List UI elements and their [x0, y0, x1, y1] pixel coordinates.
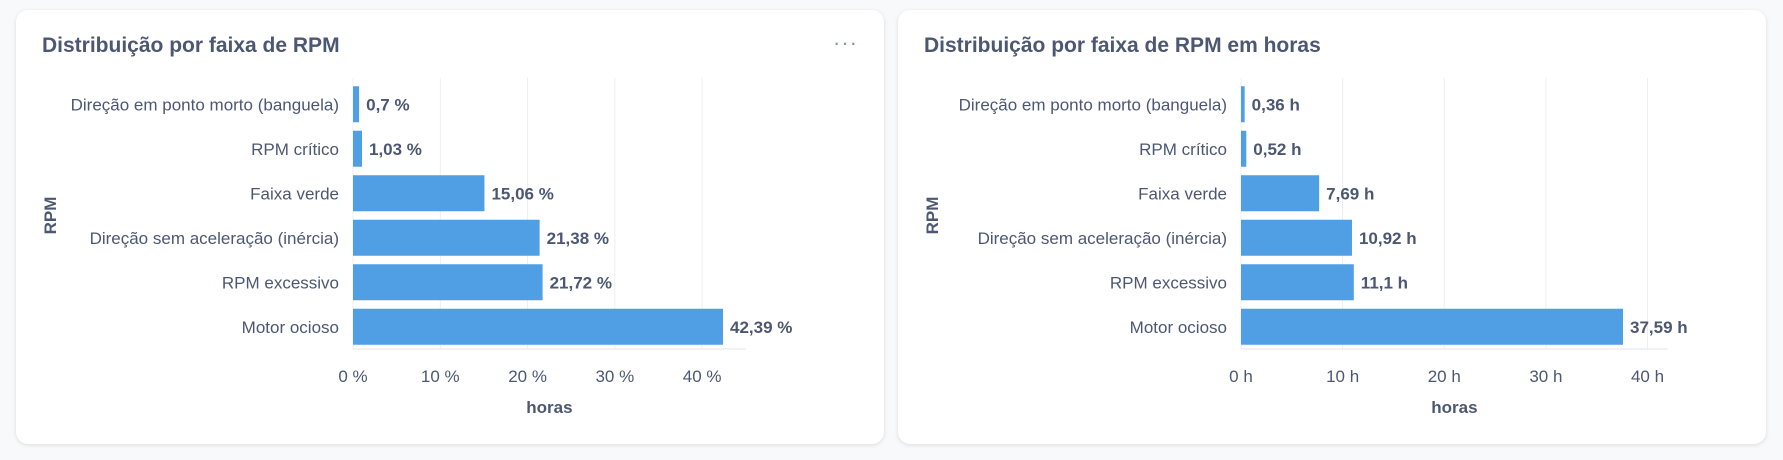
bar[interactable] — [1241, 308, 1623, 345]
data-label: 0,52 h — [1253, 140, 1301, 159]
bar[interactable] — [353, 219, 540, 256]
x-tick-label: 0 % — [338, 367, 367, 386]
chart-card-percent: Distribuição por faixa de RPM ··· 0 % 10 … — [16, 10, 884, 444]
bar[interactable] — [353, 264, 543, 301]
category-label: Direção sem aceleração (inércia) — [978, 229, 1227, 248]
bar-chart-hours: 0 h 10 h 20 h 30 h 40 h Direção em ponto mort… — [923, 78, 1688, 417]
category-label: Faixa verde — [250, 184, 339, 203]
data-label: 42,39 % — [730, 318, 792, 337]
y-axis-title: RPM — [923, 197, 942, 235]
category-label: RPM excessivo — [1110, 273, 1227, 292]
x-tick-label: 40 h — [1631, 367, 1664, 386]
card-title: Distribuição por faixa de RPM em horas — [924, 34, 1321, 57]
bar[interactable] — [353, 86, 360, 123]
data-label: 10,92 h — [1359, 229, 1417, 248]
chart-card-hours: Distribuição por faixa de RPM em horas 0… — [898, 10, 1766, 444]
bar[interactable] — [1241, 219, 1352, 256]
category-label: RPM crítico — [251, 140, 339, 159]
x-axis-title: horas — [1431, 398, 1477, 417]
bar[interactable] — [1241, 130, 1247, 167]
data-label: 0,36 h — [1252, 95, 1300, 114]
data-label: 11,1 h — [1361, 273, 1408, 292]
data-label: 37,59 h — [1630, 318, 1688, 337]
x-tick-label: 20 h — [1428, 367, 1461, 386]
data-label: 15,06 % — [491, 184, 553, 203]
bar[interactable] — [353, 130, 362, 167]
category-label: Faixa verde — [1138, 184, 1227, 203]
x-tick-label: 10 h — [1326, 367, 1359, 386]
category-label: RPM crítico — [1139, 140, 1227, 159]
x-tick-label: 30 h — [1529, 367, 1562, 386]
x-axis-title: horas — [526, 398, 572, 417]
ellipsis-icon[interactable]: ··· — [833, 30, 858, 55]
category-label: Direção em ponto morto (banguela) — [959, 95, 1227, 114]
data-label: 0,7 % — [366, 95, 409, 114]
card-title: Distribuição por faixa de RPM — [42, 34, 340, 57]
data-label: 7,69 h — [1326, 184, 1374, 203]
x-tick-label: 30 % — [595, 367, 634, 386]
bar[interactable] — [1241, 86, 1245, 123]
y-axis-title: RPM — [41, 197, 60, 235]
category-label: Motor ocioso — [1130, 318, 1227, 337]
category-label: Direção sem aceleração (inércia) — [90, 229, 339, 248]
x-tick-label: 40 % — [683, 367, 722, 386]
x-tick-label: 20 % — [508, 367, 547, 386]
bar[interactable] — [353, 308, 723, 345]
bar-chart-percent: 0 % 10 % 20 % 30 % 40 % Direção em ponto mort… — [41, 78, 792, 417]
data-label: 21,72 % — [550, 273, 612, 292]
x-tick-label: 10 % — [421, 367, 460, 386]
x-tick-label: 0 h — [1229, 367, 1253, 386]
category-label: Direção em ponto morto (banguela) — [71, 95, 339, 114]
bar[interactable] — [353, 175, 485, 212]
data-label: 1,03 % — [369, 140, 422, 159]
category-label: RPM excessivo — [222, 273, 339, 292]
category-label: Motor ocioso — [242, 318, 339, 337]
bar[interactable] — [1241, 175, 1320, 212]
bar[interactable] — [1241, 264, 1354, 301]
data-label: 21,38 % — [547, 229, 609, 248]
